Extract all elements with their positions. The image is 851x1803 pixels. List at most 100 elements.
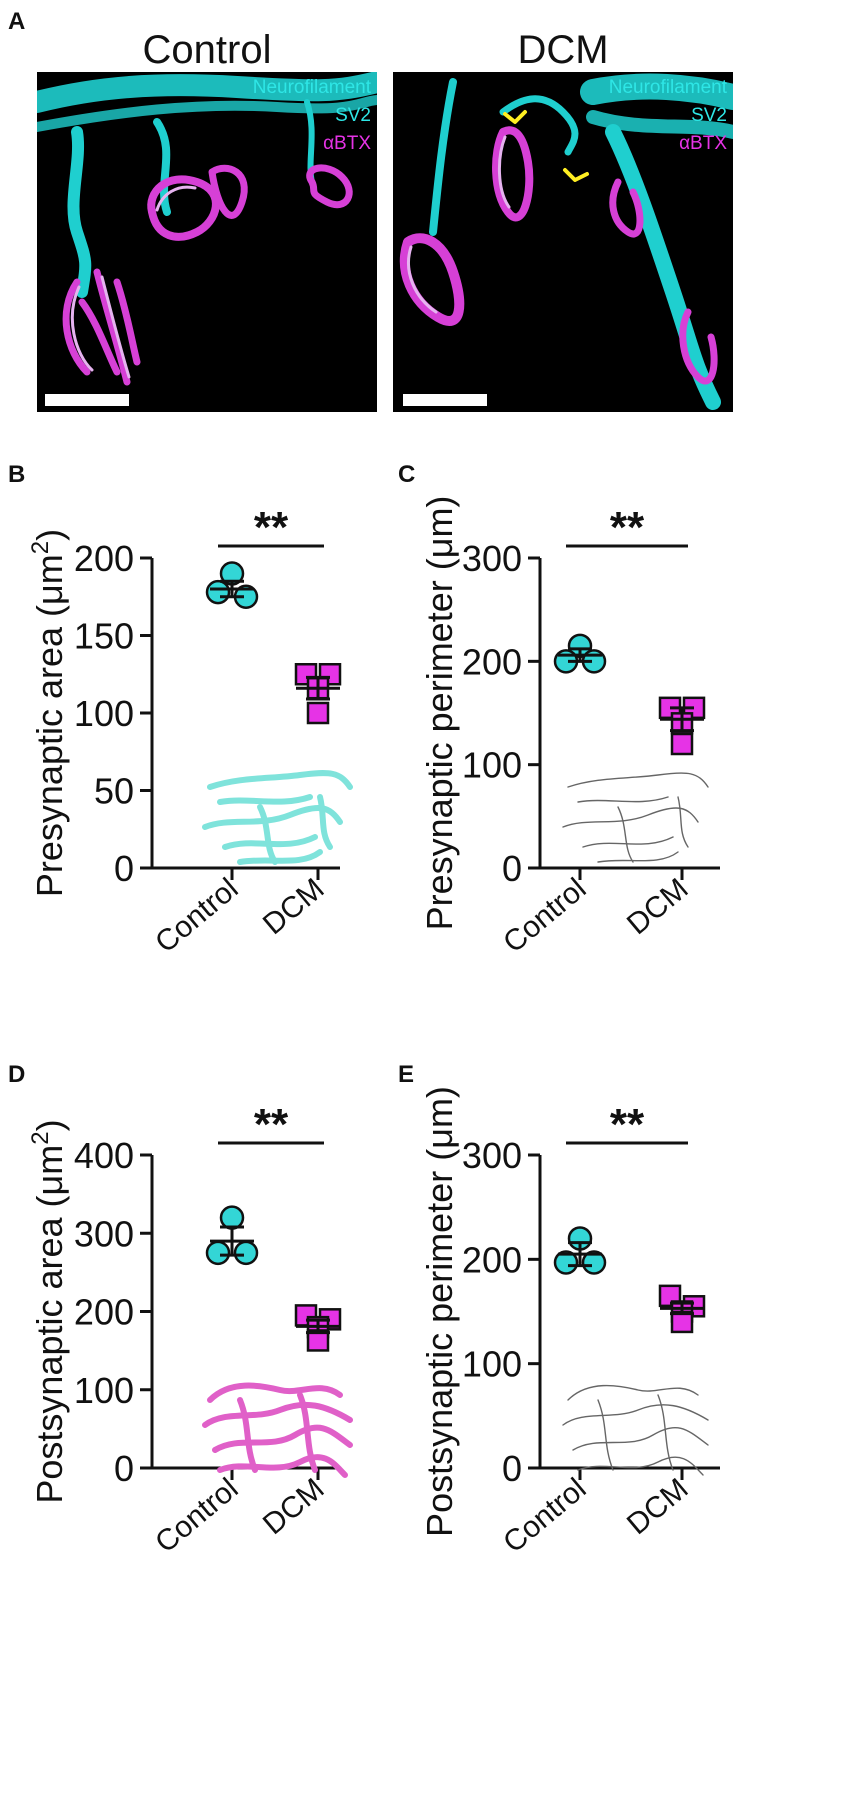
illustration-branch [202, 1401, 353, 1428]
y-tick-label: 400 [74, 1135, 134, 1176]
data-point-control [233, 1240, 259, 1266]
data-point-control [205, 579, 231, 605]
y-tick-label: 100 [462, 745, 522, 786]
illustration-branch [207, 1382, 343, 1403]
y-axis-label-text: Postsynaptic perimeter (μm) [419, 1086, 460, 1537]
y-axis-label-end: ) [29, 529, 70, 541]
y-tick-label: 50 [94, 771, 134, 812]
scale-bar-control [45, 394, 129, 406]
data-point-dcm [670, 732, 694, 756]
y-tick-label: 200 [74, 1292, 134, 1333]
y-axis-label-text: Presynaptic area (μm [29, 554, 70, 897]
micrograph-title-control: Control [142, 28, 272, 72]
y-axis-label-text: Presynaptic perimeter (μm) [419, 496, 460, 931]
illustration-branch [207, 770, 353, 790]
illustration-branch [617, 806, 634, 863]
dcm-legend: Neurofilament SV2 αBTX [609, 74, 727, 158]
illustration-branch [202, 804, 343, 830]
y-tick-label: 150 [74, 616, 134, 657]
x-tick-label: Control [149, 1472, 244, 1559]
illustration-branch [562, 1404, 709, 1426]
illustration-branch [237, 849, 323, 865]
y-tick-label: 300 [462, 538, 522, 579]
data-point-control [219, 1205, 245, 1230]
illustration-branch [237, 1397, 258, 1473]
y-axis-label-text: Postsynaptic area (μm [29, 1145, 70, 1504]
y-tick-label: 200 [462, 1239, 522, 1280]
panel-letter: B [8, 461, 25, 488]
y-tick-label: 100 [74, 1370, 134, 1411]
data-point-control [581, 1250, 607, 1275]
control-micrograph-art [37, 72, 377, 386]
data-point-dcm [306, 701, 330, 725]
illustration-branch [597, 1399, 614, 1471]
y-axis-label: Presynaptic area (μm2) [27, 529, 70, 897]
illustration-branch [212, 1424, 353, 1453]
data-point-control [205, 1240, 231, 1266]
y-axis-label: Presynaptic perimeter (μm) [419, 496, 460, 931]
y-tick-label: 300 [462, 1135, 522, 1176]
y-tick-label: 0 [502, 1448, 522, 1489]
illustration-branch [567, 1384, 699, 1401]
chart-postsynaptic-area: D 0 100 200 300 400 Control DCM Postsynaptic are… [8, 1061, 353, 1560]
y-axis-label: Postsynaptic perimeter (μm) [419, 1086, 460, 1537]
y-axis-label: Postsynaptic area (μm2) [27, 1119, 70, 1503]
x-tick-label: DCM [621, 1472, 695, 1541]
synapse-illustration [562, 1384, 709, 1476]
illustration-branch [317, 794, 333, 850]
y-tick-label: 0 [502, 848, 522, 889]
data-point-control [553, 1250, 579, 1275]
y-axis-label-sup: 2 [27, 1131, 54, 1144]
illustration-branch [577, 796, 669, 803]
x-tick-label: DCM [257, 872, 331, 941]
illustration-branch [562, 807, 699, 828]
illustration-branch [257, 804, 278, 865]
panel-letter: C [398, 461, 415, 488]
scale-bar-dcm [403, 394, 487, 406]
micrograph-dcm: Neurofilament SV2 αBTX [393, 72, 733, 412]
significance-label: ** [610, 1100, 645, 1149]
synapse-illustration [202, 770, 353, 865]
y-axis-label-sup: 2 [27, 541, 54, 554]
y-tick-label: 0 [114, 1448, 134, 1489]
y-tick-label: 300 [74, 1213, 134, 1254]
y-tick-label: 200 [462, 641, 522, 682]
x-tick-label: DCM [621, 872, 695, 941]
illustration-branch [297, 1392, 318, 1473]
micrograph-title-dcm: DCM [517, 28, 609, 72]
illustration-branch [217, 794, 313, 805]
panel-letter: E [398, 1061, 414, 1088]
synapse-illustration [202, 1382, 353, 1478]
legend-neurofilament: Neurofilament [252, 77, 371, 98]
y-axis-label-end: ) [29, 1119, 70, 1131]
illustration-branch [577, 1456, 704, 1476]
illustration-branch [677, 796, 689, 848]
panel-letter: D [8, 1061, 25, 1088]
illustration-branch [597, 851, 679, 863]
illustration-branch [582, 836, 674, 848]
illustration-branch [217, 1454, 348, 1478]
y-tick-label: 100 [74, 693, 134, 734]
legend-abtx: αBTX [323, 133, 371, 154]
panel-letter-a: A [8, 8, 26, 35]
legend-sv2: SV2 [691, 105, 727, 126]
y-tick-label: 200 [74, 538, 134, 579]
legend-neurofilament: Neurofilament [608, 77, 727, 98]
illustration-branch [572, 1426, 709, 1451]
x-tick-label: Control [149, 872, 244, 959]
x-tick-label: DCM [257, 1472, 331, 1541]
legend-abtx: αBTX [679, 133, 727, 154]
illustration-branch [657, 1394, 674, 1471]
y-tick-label: 0 [114, 848, 134, 889]
significance-label: ** [254, 1100, 289, 1149]
dcm-micrograph-art [399, 73, 733, 410]
significance-label: ** [254, 503, 289, 552]
y-tick-label: 100 [462, 1344, 522, 1385]
control-legend: Neurofilament SV2 αBTX [253, 74, 371, 158]
illustration-branch [567, 772, 709, 788]
chart-presynaptic-area: B 0 50 100 150 200 Control DCM Presynaptic area … [8, 461, 353, 960]
synapse-illustration [562, 772, 709, 863]
micrograph-control: Neurofilament SV2 αBTX [37, 72, 377, 412]
